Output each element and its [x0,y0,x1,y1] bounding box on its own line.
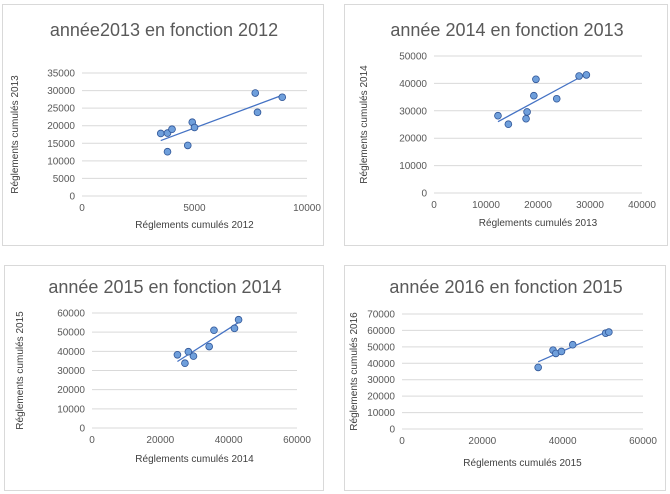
x-tick-label: 60000 [629,436,657,447]
y-tick-label: 20000 [399,134,427,145]
chart-title: année 2016 en fonction 2015 [389,277,622,297]
x-tick-label: 5000 [183,203,206,214]
chart-title: année2013 en fonction 2012 [50,20,278,40]
x-tick-label: 10000 [293,203,321,214]
x-axis-label: Réglements cumulés 2015 [463,458,582,469]
x-axis-label: Réglements cumulés 2012 [135,220,254,231]
data-point[interactable] [181,359,189,368]
data-point[interactable] [568,340,577,349]
data-point[interactable] [183,141,192,150]
y-tick-label: 40000 [367,359,395,370]
y-tick-label: 70000 [367,310,395,321]
trendline [497,73,587,123]
data-point[interactable] [205,342,213,351]
x-tick-label: 0 [79,203,85,214]
y-tick-label: 30000 [399,106,427,117]
data-point[interactable] [189,352,198,360]
scatter-chart: année 2014 en fonction 2013 0 10000 20000 30… [359,20,656,229]
y-tick-label: 0 [79,424,85,435]
y-tick-label: 50000 [57,328,85,339]
data-point[interactable] [253,108,262,117]
chart-panel-2016-vs-2015[interactable]: année 2016 en fonction 2015 0 10000 20000 30… [344,265,666,491]
y-tick-label: 35000 [47,69,75,80]
x-tick-label: 10000 [472,200,500,211]
y-tick-label: 10000 [399,161,427,172]
x-tick-label: 40000 [215,435,243,446]
chart-panel-2014-vs-2013[interactable]: année 2014 en fonction 2013 0 10000 20000 30… [344,4,668,246]
data-point[interactable] [234,315,243,324]
x-tick-label: 0 [431,200,437,211]
y-tick-label: 30000 [367,375,395,386]
y-axis-label: Réglements cumulés 2015 [15,311,26,430]
y-axis-label: Réglements cumulés 2016 [349,312,360,431]
y-axis-label: Réglements cumulés 2013 [10,75,21,194]
data-point[interactable] [210,326,218,335]
data-point[interactable] [530,91,538,100]
data-point[interactable] [504,120,513,129]
y-tick-label: 20000 [367,392,395,403]
data-point[interactable] [190,123,199,132]
y-tick-label: 10000 [47,156,75,167]
trendline [160,94,283,142]
data-point[interactable] [582,71,591,79]
y-tick-label: 40000 [399,79,427,90]
data-point[interactable] [575,72,583,80]
y-tick-label: 30000 [57,366,85,377]
data-point[interactable] [532,75,540,84]
data-point[interactable] [523,108,531,116]
data-point[interactable] [251,89,260,97]
data-point[interactable] [522,114,530,123]
data-point[interactable] [163,147,172,156]
chart-panel-2015-vs-2014[interactable]: année 2015 en fonction 2014 0 10000 20000 30… [4,265,324,491]
y-tick-label: 10000 [367,408,395,419]
y-tick-label: 5000 [53,174,76,185]
data-point[interactable] [156,129,165,138]
x-tick-label: 60000 [283,435,311,446]
y-tick-label: 15000 [47,139,75,150]
y-tick-label: 0 [421,189,427,200]
data-point[interactable] [230,324,239,333]
x-tick-label: 20000 [524,200,552,211]
y-tick-label: 60000 [367,326,395,337]
chart-title: année 2014 en fonction 2013 [390,20,623,40]
scatter-chart: année 2016 en fonction 2015 0 10000 20000 30… [349,277,657,469]
y-tick-label: 40000 [57,347,85,358]
chart-panel-2013-vs-2012[interactable]: année2013 en fonction 2012 0 5000 10000 1500… [2,4,324,246]
x-tick-label: 20000 [468,436,496,447]
scatter-chart: année2013 en fonction 2012 0 5000 10000 1500… [10,20,321,231]
y-tick-label: 0 [69,192,75,203]
y-tick-label: 60000 [57,309,85,320]
x-axis-label: Réglements cumulés 2013 [479,218,598,229]
trendline [177,321,239,363]
data-point[interactable] [557,347,566,356]
data-point[interactable] [605,328,613,336]
x-tick-label: 40000 [549,436,577,447]
data-point[interactable] [184,347,193,356]
x-tick-label: 20000 [146,435,174,446]
x-tick-label: 0 [89,435,95,446]
y-axis-label: Réglements cumulés 2014 [359,65,370,184]
data-point[interactable] [168,125,176,134]
y-tick-label: 50000 [399,52,427,63]
y-tick-label: 30000 [47,86,75,97]
data-point[interactable] [278,93,287,102]
y-tick-label: 25000 [47,104,75,115]
x-tick-label: 40000 [628,200,656,211]
y-tick-label: 20000 [57,385,85,396]
data-point[interactable] [494,111,502,120]
x-axis-label: Réglements cumulés 2014 [135,454,254,465]
x-tick-label: 30000 [576,200,604,211]
data-point[interactable] [173,350,182,359]
data-point[interactable] [534,363,542,372]
data-point[interactable] [552,94,561,103]
y-tick-label: 0 [389,425,395,436]
y-tick-label: 10000 [57,404,85,415]
scatter-chart: année 2015 en fonction 2014 0 10000 20000 30… [15,277,311,465]
chart-title: année 2015 en fonction 2014 [48,277,281,297]
y-tick-label: 20000 [47,121,75,132]
x-tick-label: 0 [399,436,405,447]
y-tick-label: 50000 [367,342,395,353]
